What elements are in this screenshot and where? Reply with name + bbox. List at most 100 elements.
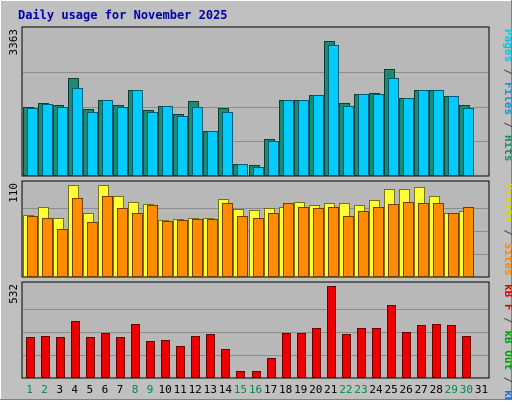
bar-hits-files-4 <box>72 88 83 176</box>
bar-hits-files-17 <box>268 141 279 176</box>
bar-visits-sites-24 <box>373 207 384 277</box>
bar-visits-sites-29 <box>448 213 459 277</box>
bar-kbytes-kb-f-15 <box>236 371 245 378</box>
x-tick-label-3: 3 <box>56 383 63 396</box>
bar-visits-sites-18 <box>283 203 294 277</box>
bar-hits-files-12 <box>192 107 203 176</box>
x-tick-label-4: 4 <box>71 383 78 396</box>
x-tick-label-28: 28 <box>430 383 443 396</box>
x-tick-label-31: 31 <box>475 383 488 396</box>
bar-visits-sites-4 <box>72 198 83 277</box>
bar-hits-files-11 <box>177 116 188 176</box>
bar-kbytes-kb-f-14 <box>221 349 230 378</box>
bar-kbytes-kb-f-25 <box>387 305 396 378</box>
bar-visits-sites-3 <box>57 229 68 277</box>
x-tick-label-1: 1 <box>26 383 33 396</box>
bar-hits-files-22 <box>343 106 354 176</box>
bar-kbytes-kb-f-28 <box>432 324 441 378</box>
legend-part: / <box>502 370 512 390</box>
bar-kbytes-kb-f-20 <box>312 328 321 378</box>
panel-visits-ymax-label: 110 <box>7 183 20 203</box>
bar-visits-sites-2 <box>42 218 53 277</box>
legend-part: Sites <box>502 243 512 276</box>
x-tick-label-18: 18 <box>279 383 292 396</box>
bar-visits-sites-22 <box>343 216 354 277</box>
x-tick-label-7: 7 <box>117 383 124 396</box>
legend-part: Visits <box>502 183 512 223</box>
bar-visits-sites-25 <box>388 204 399 277</box>
bar-hits-files-29 <box>448 96 459 176</box>
bar-hits-files-26 <box>403 98 414 176</box>
bar-visits-sites-1 <box>27 216 38 277</box>
bar-hits-files-14 <box>222 112 233 176</box>
bar-kbytes-kb-f-7 <box>116 337 125 378</box>
bar-hits-files-15 <box>237 164 248 176</box>
legend-part: Pages <box>502 29 512 62</box>
bar-visits-sites-15 <box>237 216 248 277</box>
x-tick-label-30: 30 <box>460 383 473 396</box>
bar-kbytes-kb-f-12 <box>191 336 200 378</box>
bar-hits-files-9 <box>147 112 158 176</box>
bar-kbytes-kb-f-6 <box>101 333 110 378</box>
legend-part: kB Out <box>502 330 512 370</box>
bar-kbytes-kb-f-11 <box>176 346 185 378</box>
bar-visits-sites-19 <box>298 207 309 277</box>
bar-visits-sites-5 <box>87 222 98 277</box>
bar-visits-sites-9 <box>147 205 158 277</box>
bar-kbytes-kb-f-19 <box>297 333 306 378</box>
bar-hits-files-24 <box>373 94 384 176</box>
bar-hits-files-25 <box>388 78 399 176</box>
panel-visits-legend: Visits / Sites <box>502 183 512 276</box>
bar-visits-sites-13 <box>207 219 218 277</box>
x-tick-label-12: 12 <box>189 383 202 396</box>
x-tick-label-15: 15 <box>234 383 247 396</box>
bar-hits-files-27 <box>418 90 429 176</box>
bar-kbytes-kb-f-22 <box>342 334 351 378</box>
legend-part: Hits <box>502 135 512 162</box>
x-tick-label-11: 11 <box>174 383 187 396</box>
bar-visits-sites-8 <box>132 213 143 277</box>
x-tick-label-5: 5 <box>86 383 93 396</box>
x-tick-label-8: 8 <box>132 383 139 396</box>
bar-kbytes-kb-f-24 <box>372 328 381 378</box>
bar-visits-sites-10 <box>162 221 173 277</box>
bar-hits-files-13 <box>207 131 218 176</box>
panel-kbytes-legend: kB F / kB Out / kB In <box>502 284 512 400</box>
bar-hits-files-30 <box>463 108 474 176</box>
bar-hits-files-18 <box>283 100 294 176</box>
bar-visits-sites-28 <box>433 203 444 277</box>
bar-kbytes-kb-f-29 <box>447 325 456 378</box>
bar-visits-sites-7 <box>117 208 128 277</box>
bar-visits-sites-23 <box>358 211 369 277</box>
bar-visits-sites-20 <box>313 208 324 277</box>
legend-part: / <box>502 62 512 82</box>
x-tick-label-27: 27 <box>415 383 428 396</box>
bar-kbytes-kb-f-2 <box>41 336 50 378</box>
bar-visits-sites-30 <box>463 207 474 277</box>
x-tick-label-25: 25 <box>384 383 397 396</box>
chart-title: Daily usage for November 2025 <box>18 8 228 22</box>
bar-kbytes-kb-f-10 <box>161 340 170 378</box>
panel-hits-legend: Pages / Files / Hits <box>502 29 512 162</box>
bar-kbytes-kb-f-23 <box>357 328 366 378</box>
bar-hits-files-7 <box>117 107 128 176</box>
bar-kbytes-kb-f-3 <box>56 337 65 378</box>
x-tick-label-23: 23 <box>354 383 367 396</box>
legend-part: / <box>502 311 512 331</box>
x-tick-label-17: 17 <box>264 383 277 396</box>
bar-visits-sites-27 <box>418 203 429 277</box>
bar-visits-sites-21 <box>328 207 339 277</box>
x-tick-label-26: 26 <box>399 383 412 396</box>
bar-hits-files-1 <box>27 108 38 176</box>
x-tick-label-22: 22 <box>339 383 352 396</box>
bar-hits-files-19 <box>298 100 309 176</box>
bar-kbytes-kb-f-26 <box>402 332 411 378</box>
legend-part: / <box>502 223 512 243</box>
bar-hits-files-20 <box>313 95 324 176</box>
bar-hits-files-5 <box>87 112 98 176</box>
x-tick-label-13: 13 <box>204 383 217 396</box>
bar-kbytes-kb-f-13 <box>206 334 215 378</box>
bar-hits-files-2 <box>42 104 53 176</box>
bar-hits-files-3 <box>57 107 68 176</box>
